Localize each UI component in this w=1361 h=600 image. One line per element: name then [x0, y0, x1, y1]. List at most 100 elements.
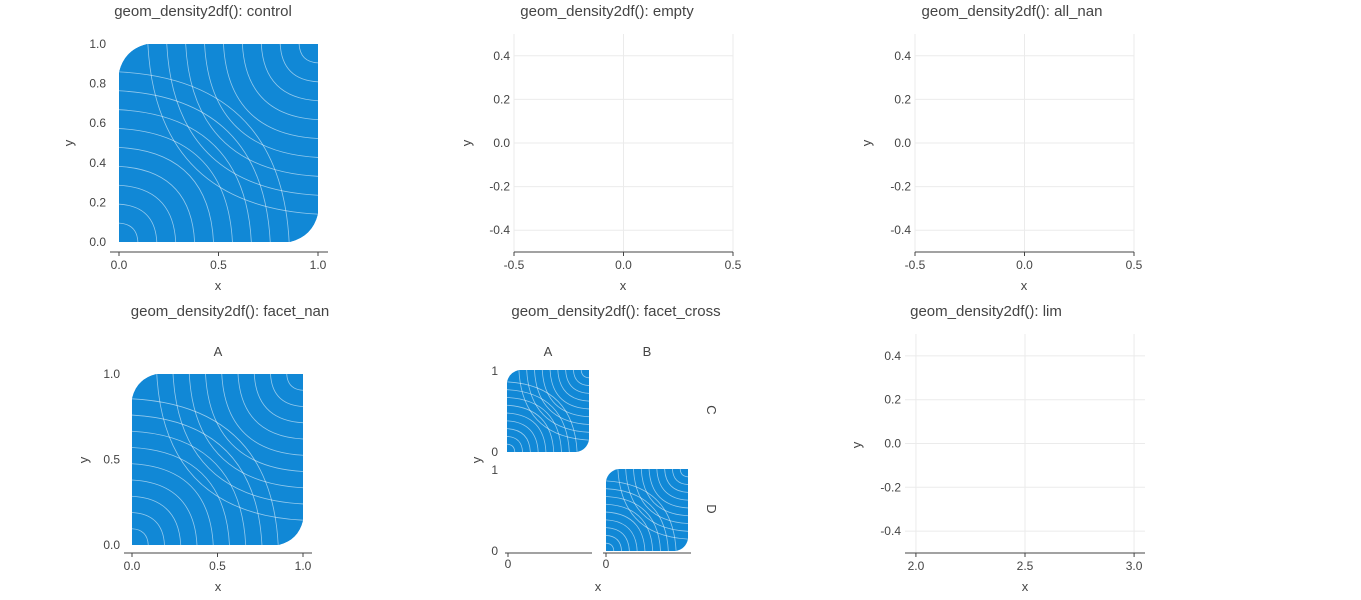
- x-tick-label: 0: [505, 557, 512, 571]
- x-tick-label: -0.5: [905, 258, 926, 272]
- y-tick-label: 0.5: [103, 453, 120, 467]
- contour-line: [507, 397, 562, 452]
- density-layer: [119, 44, 318, 242]
- contour-line: [606, 480, 677, 551]
- contour-line: [606, 527, 630, 551]
- contour-line: [119, 90, 271, 242]
- contour-line: [119, 147, 214, 242]
- panel-title: geom_density2df(): control: [114, 3, 292, 20]
- contour-line: [606, 542, 615, 551]
- x-tick-label: 0: [603, 557, 610, 571]
- y-tick-label: 0.4: [493, 49, 510, 63]
- contour-line: [507, 428, 531, 452]
- y-tick-label: -0.2: [489, 180, 510, 194]
- facet-cell-density: [606, 469, 688, 551]
- contour-line: [253, 374, 303, 424]
- contour-line: [606, 496, 661, 551]
- panel-4: geom_density2df(): facet_nan A 0.0 0.5 1.0 0.…: [76, 303, 329, 594]
- y-tick-label: 0.2: [884, 393, 901, 407]
- contour-line: [205, 374, 303, 472]
- contour-line: [557, 370, 589, 402]
- x-tick-label: 0.5: [209, 559, 226, 573]
- contour-line: [565, 370, 589, 394]
- contour-line: [147, 44, 318, 215]
- facet-strip: A: [214, 344, 223, 359]
- y-axis-label: y: [469, 456, 484, 463]
- contour-line: [270, 374, 303, 407]
- contour-line: [279, 44, 318, 83]
- contour-line: [132, 398, 279, 545]
- contour-line: [656, 469, 688, 501]
- contour-line: [526, 370, 589, 433]
- x-tick-label: 2.0: [908, 559, 925, 573]
- y-axis-label: y: [859, 139, 874, 146]
- contour-line: [156, 374, 303, 521]
- panel-title: geom_density2df(): facet_nan: [131, 303, 329, 320]
- y-axis-label: y: [61, 139, 76, 146]
- x-axis-label: x: [215, 579, 222, 594]
- x-axis-label: x: [1021, 278, 1028, 293]
- x-axis-label: x: [595, 579, 602, 594]
- contour-line: [132, 430, 247, 545]
- x-tick-label: -0.5: [504, 258, 525, 272]
- contour-line: [507, 389, 570, 452]
- contour-line: [260, 44, 318, 102]
- contour-line: [237, 374, 303, 440]
- x-tick-label: 0.5: [1126, 258, 1143, 272]
- contour-line: [580, 370, 589, 379]
- panel-3: geom_density2df(): all_nan -0.5 0.0 0.5 -0.4…: [859, 3, 1143, 293]
- contour-line: [507, 443, 516, 452]
- contour-line: [119, 128, 233, 242]
- y-tick-label: 0.0: [894, 136, 911, 150]
- contour-line: [507, 412, 547, 452]
- contour-line: [204, 44, 318, 158]
- contour-line: [188, 374, 303, 489]
- x-axis-label: x: [620, 278, 627, 293]
- contour-line: [648, 469, 688, 509]
- y-tick-label: 0.2: [89, 195, 106, 209]
- contour-line: [286, 374, 303, 391]
- contour-line: [606, 503, 654, 551]
- panel-title: geom_density2df(): all_nan: [922, 3, 1103, 20]
- y-tick-label: 1.0: [103, 367, 120, 381]
- contour-line: [606, 511, 646, 551]
- contour-line: [119, 165, 196, 242]
- y-tick-label: 0.4: [884, 349, 901, 363]
- contour-line: [672, 469, 688, 485]
- contour-line: [541, 370, 589, 418]
- contour-line: [132, 447, 230, 545]
- contour-line: [606, 535, 622, 551]
- x-tick-label: 0.0: [1016, 258, 1033, 272]
- contour-line: [617, 469, 688, 540]
- y-tick-label: 0.4: [894, 49, 911, 63]
- contour-line: [573, 370, 589, 386]
- contour-line: [132, 512, 165, 545]
- contour-line: [507, 420, 539, 452]
- contour-line: [132, 528, 149, 545]
- x-tick-label: 2.5: [1017, 559, 1034, 573]
- contour-line: [221, 374, 303, 456]
- contour-line: [166, 44, 318, 196]
- density-fill-area: [606, 469, 688, 551]
- facet-strip-col: B: [643, 344, 652, 359]
- y-tick-label: -0.2: [880, 480, 901, 494]
- density-fill-area: [132, 374, 303, 545]
- y-tick-label: 0.4: [89, 156, 106, 170]
- y-tick-label: 0.6: [89, 116, 106, 130]
- y-axis-label: y: [459, 139, 474, 146]
- contour-line: [119, 109, 252, 242]
- y-tick-label: 0.0: [89, 235, 106, 249]
- y-tick-label: 0: [491, 445, 498, 459]
- contour-line: [507, 381, 578, 452]
- contour-line: [132, 479, 198, 545]
- x-tick-label: 1.0: [310, 258, 327, 272]
- x-tick-label: 3.0: [1126, 559, 1143, 573]
- contour-line: [640, 469, 688, 517]
- contour-line: [633, 469, 688, 524]
- contour-line: [507, 404, 555, 452]
- contour-line: [664, 469, 688, 493]
- contour-line: [298, 44, 318, 64]
- y-tick-label: 0.2: [894, 92, 911, 106]
